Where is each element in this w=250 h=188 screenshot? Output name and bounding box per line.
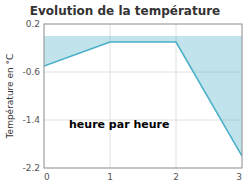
x-grid-line <box>110 24 111 168</box>
annotation: heure par heure <box>69 118 169 131</box>
y-tick-label: -2.2 <box>22 163 40 173</box>
grid <box>44 24 242 168</box>
x-tick-label: 1 <box>107 172 113 182</box>
x-tick-label: 2 <box>173 172 179 182</box>
title: Evolution de la température <box>30 4 221 18</box>
x-grid-line <box>176 24 177 168</box>
y-tick-label: 0.2 <box>26 19 40 29</box>
x-tick-label: 0 <box>44 172 50 182</box>
y-tick-label: -0.6 <box>22 67 40 77</box>
background <box>0 0 250 188</box>
plot-frame <box>44 24 242 168</box>
chart: Evolution de la température Température e… <box>0 0 250 188</box>
y-tick-label: -1.4 <box>22 115 40 125</box>
area <box>44 36 242 156</box>
x-tick-label: 3 <box>236 172 242 182</box>
plot-area <box>44 36 242 156</box>
line <box>44 42 242 156</box>
y-axis-label: Température en °C <box>5 54 15 140</box>
